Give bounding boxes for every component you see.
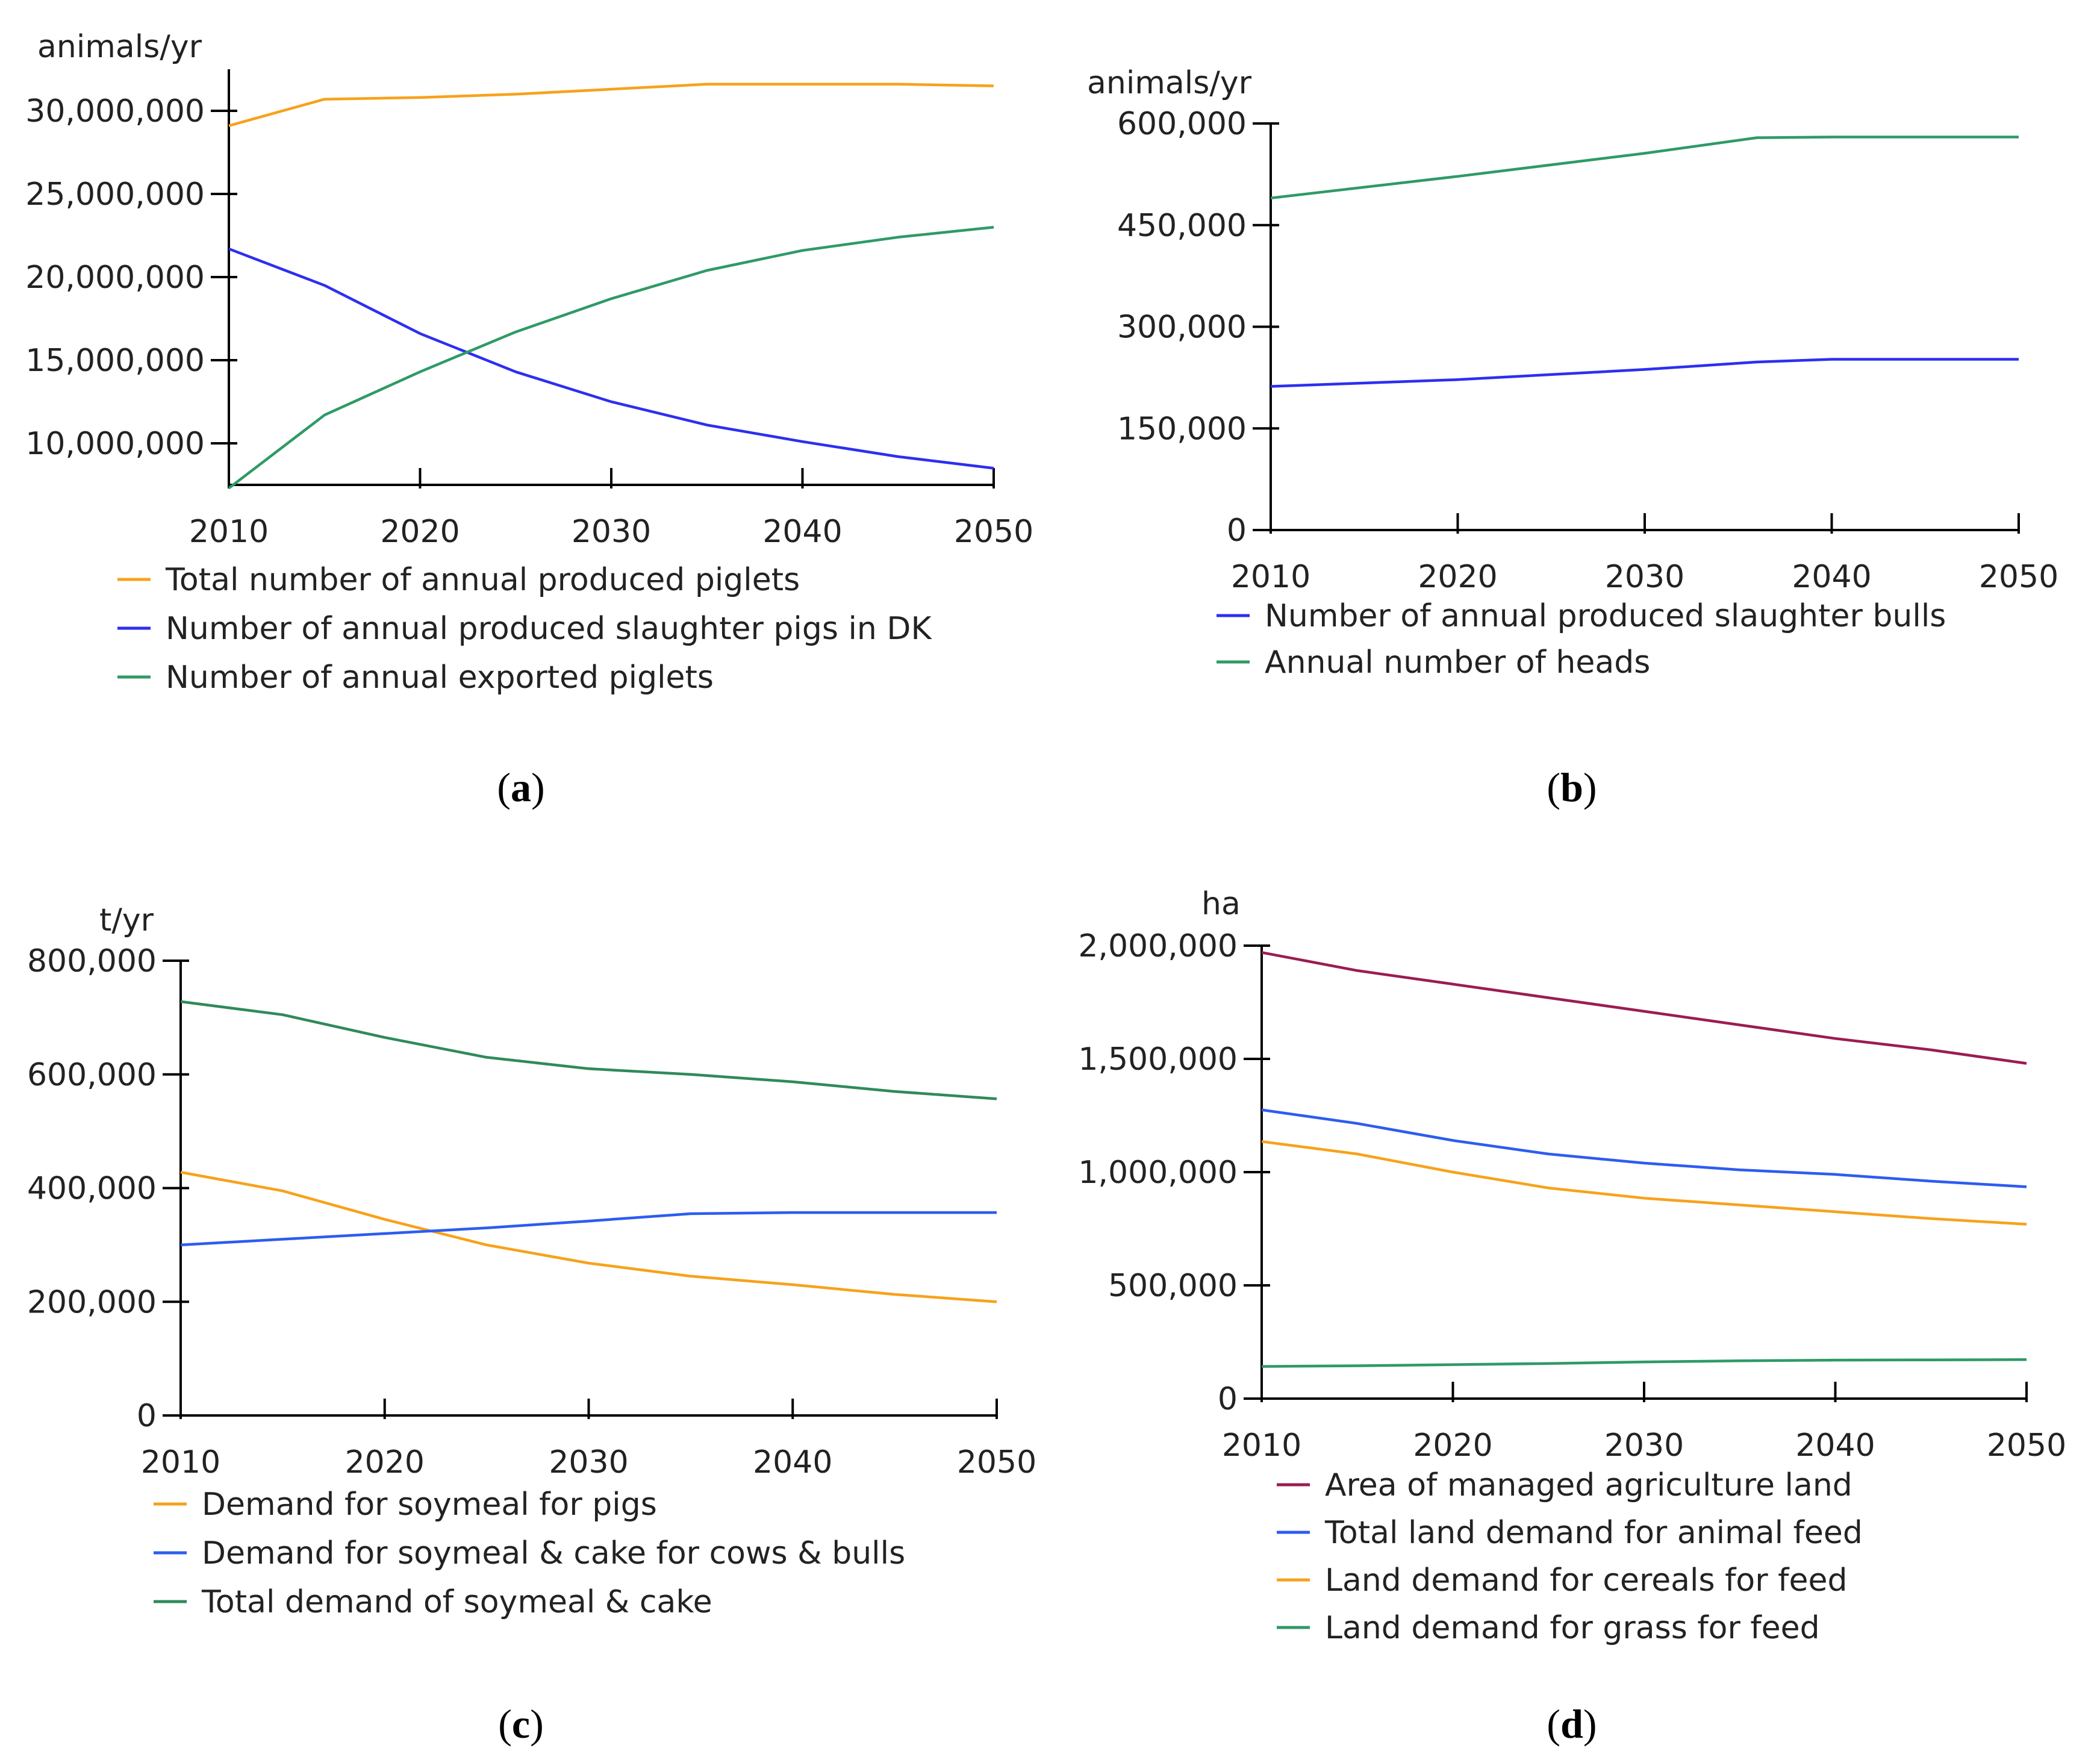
y-tick-label: 2,000,000: [1078, 928, 1238, 964]
y-axis-unit-label: animals/yr: [1087, 65, 1252, 101]
y-tick-label: 150,000: [1117, 411, 1247, 447]
series-line-1: [180, 1170, 997, 1303]
series-line-2: [228, 247, 994, 470]
legend-entry-label: Number of annual produced slaughter bull…: [1265, 598, 1946, 634]
x-tick-label: 2030: [1605, 559, 1684, 595]
y-axis-unit-label: animals/yr: [37, 29, 202, 65]
y-tick-label: 25,000,000: [25, 176, 205, 213]
series-line-4: [1261, 1358, 2027, 1368]
legend: Demand for soymeal for pigs Demand for so…: [154, 1487, 905, 1620]
x-tick-label: 2050: [1979, 559, 2058, 595]
y-tick-label: 15,000,000: [25, 343, 205, 379]
series-line-1: [228, 83, 994, 127]
legend-entry-label: Total number of annual produced piglets: [165, 562, 800, 598]
y-tick-label: 500,000: [1108, 1268, 1238, 1304]
legend-entry-label: Land demand for grass for feed: [1325, 1610, 1820, 1646]
x-tick-label: 2020: [380, 514, 460, 550]
legend: Area of managed agriculture land Total la…: [1277, 1467, 1863, 1646]
y-tick-label: 600,000: [1117, 106, 1247, 142]
series-line-2: [1270, 136, 2019, 200]
legend-entry-label: Land demand for cereals for feed: [1325, 1562, 1847, 1599]
x-tick-label: 2040: [1795, 1428, 1875, 1464]
x-tick-label: 2030: [1604, 1428, 1684, 1464]
x-tick-label: 2030: [549, 1444, 628, 1481]
x-tick-label: 2020: [345, 1444, 425, 1481]
x-tick-label: 2020: [1413, 1428, 1492, 1464]
legend-entry-label: Total demand of soymeal & cake: [201, 1584, 712, 1620]
legend-entry-label: Demand for soymeal for pigs: [202, 1487, 657, 1523]
y-tick-label: 20,000,000: [25, 260, 205, 296]
series-line-3: [228, 225, 994, 490]
y-tick-label: 0: [1227, 513, 1247, 549]
legend-entry-label: Demand for soymeal & cake for cows & bul…: [202, 1535, 905, 1571]
x-tick-label: 2030: [572, 514, 651, 550]
x-tick-label: 2040: [1792, 559, 1871, 595]
y-tick-label: 1,000,000: [1078, 1155, 1238, 1191]
legend-entry-label: Number of annual produced slaughter pigs…: [166, 611, 932, 647]
panel-label: (a): [497, 764, 544, 810]
legend-entry-label: Annual number of heads: [1265, 644, 1650, 681]
legend: Total number of annual produced piglets N…: [117, 562, 932, 696]
series-line-1: [1270, 358, 2019, 388]
x-tick-label: 2020: [1418, 559, 1497, 595]
series-line-3: [1261, 1140, 2027, 1226]
series-line-2: [1261, 1108, 2027, 1188]
x-tick-label: 2050: [957, 1444, 1036, 1481]
legend: Number of annual produced slaughter bull…: [1217, 598, 1946, 681]
y-axis-unit-label: ha: [1201, 886, 1241, 922]
x-tick-label: 2040: [753, 1444, 832, 1481]
x-tick-label: 2050: [954, 514, 1033, 550]
y-axis-unit-label: t/yr: [99, 902, 154, 938]
chart-d: ha 0 500,000 1,000,000 1,500,000 2,000,000 201…: [1078, 886, 2066, 1747]
panel-label: (c): [498, 1701, 544, 1747]
series-line-3: [180, 1000, 997, 1100]
y-tick-label: 200,000: [27, 1284, 157, 1320]
y-tick-label: 0: [137, 1398, 157, 1434]
series-line-2: [180, 1211, 997, 1247]
y-tick-label: 0: [1218, 1381, 1238, 1417]
chart-c: t/yr 0 200,000 400,000 600,000 800,000 2010 202…: [27, 902, 1036, 1747]
y-tick-label: 600,000: [27, 1057, 157, 1093]
chart-b: animals/yr 0 150,000 300,000 450,000 600,000 2…: [1087, 65, 2058, 810]
legend-entry-label: Total land demand for animal feed: [1324, 1515, 1863, 1551]
y-tick-label: 800,000: [27, 943, 157, 979]
x-tick-label: 2010: [1222, 1428, 1301, 1464]
y-tick-label: 1,500,000: [1078, 1041, 1238, 1078]
x-tick-label: 2010: [1231, 559, 1310, 595]
chart-a: animals/yr 10,000,000 15,000,000 20,000,000…: [25, 29, 1033, 810]
legend-entry-label: Area of managed agriculture land: [1325, 1467, 1852, 1503]
y-tick-label: 300,000: [1117, 310, 1247, 346]
x-tick-label: 2040: [762, 514, 842, 550]
y-tick-label: 450,000: [1117, 208, 1247, 244]
panel-label: (d): [1547, 1701, 1597, 1747]
x-tick-label: 2010: [141, 1444, 220, 1481]
y-tick-label: 30,000,000: [25, 93, 205, 130]
x-tick-label: 2010: [189, 514, 269, 550]
y-tick-label: 10,000,000: [25, 426, 205, 462]
panel-label: (b): [1547, 764, 1597, 810]
x-tick-label: 2050: [1987, 1428, 2066, 1464]
legend-entry-label: Number of annual exported piglets: [166, 660, 714, 696]
y-tick-label: 400,000: [27, 1171, 157, 1207]
series-line-1: [1261, 951, 2027, 1065]
